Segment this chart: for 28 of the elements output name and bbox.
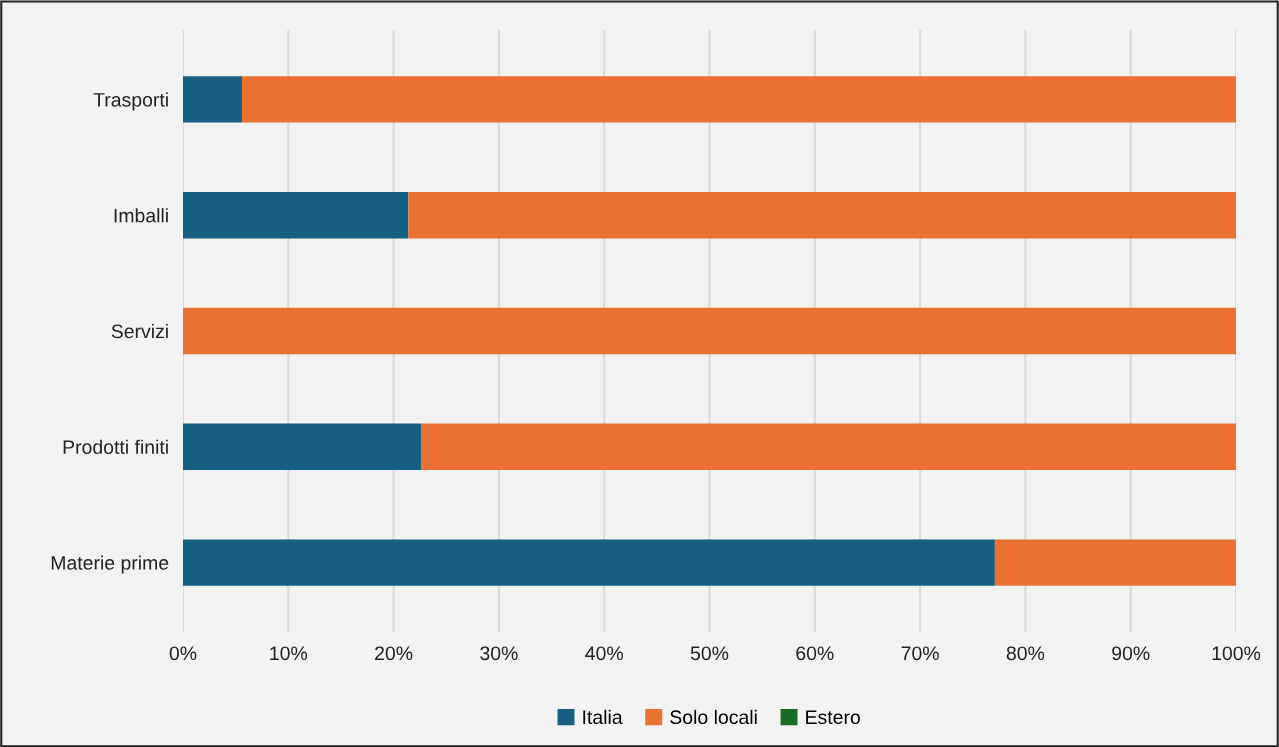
x-tick-label: 90% xyxy=(1112,646,1150,661)
x-tick-label: 80% xyxy=(1006,646,1045,661)
legend-label: Estero xyxy=(806,710,860,725)
x-tick-label: 70% xyxy=(901,646,939,661)
bar xyxy=(408,192,1236,239)
bar xyxy=(241,76,1236,123)
bar xyxy=(183,423,421,470)
x-tick-label: 20% xyxy=(375,646,413,661)
y-tick-label: Trasporti xyxy=(93,92,168,111)
x-tick-label: 0% xyxy=(169,646,197,661)
bar xyxy=(183,307,1236,355)
y-tick-label: Prodotti finiti xyxy=(63,439,168,455)
bar xyxy=(183,192,409,239)
legend-label: Italia xyxy=(583,709,623,725)
x-tick-label: 50% xyxy=(690,646,729,661)
y-tick-label: Servizi xyxy=(111,323,168,339)
bar xyxy=(420,423,1236,470)
bar xyxy=(994,539,1236,586)
legend-label: Solo locali xyxy=(670,709,757,725)
x-tick-label: 30% xyxy=(480,646,518,661)
x-tick-label: 40% xyxy=(585,646,623,661)
y-tick-label: Imballi xyxy=(114,208,168,223)
bar xyxy=(183,76,242,123)
y-tick-label: Materie prime xyxy=(51,555,169,574)
x-tick-label: 100% xyxy=(1212,646,1261,661)
x-tick-label: 60% xyxy=(796,646,834,661)
x-tick-label: 10% xyxy=(270,646,308,661)
bar xyxy=(183,539,995,586)
